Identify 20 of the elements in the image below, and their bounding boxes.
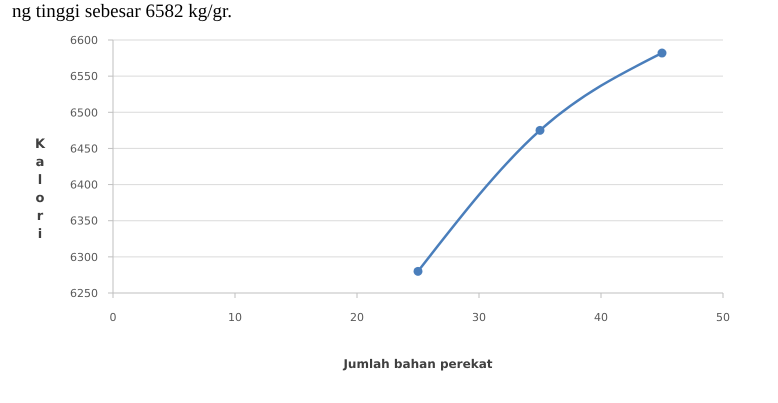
point <box>414 266 422 276</box>
y-tick-label: 6550 <box>70 70 98 84</box>
x-tick-label: 20 <box>350 311 364 324</box>
y-tick-label: 6600 <box>70 34 98 47</box>
y-tick-label: 6500 <box>70 106 98 120</box>
point <box>658 48 666 58</box>
x-tick-label: 40 <box>594 311 608 324</box>
x-tick-label: 30 <box>472 311 486 324</box>
point <box>536 126 544 135</box>
x-tick-label: 50 <box>716 311 730 324</box>
y-tick-label: 6350 <box>70 214 98 228</box>
y-tick-label: 6400 <box>70 178 98 192</box>
y-tick-label: 6300 <box>70 250 98 264</box>
x-axis-title: Jumlah bahan perekat <box>342 357 493 371</box>
y-axis-title: Kalori <box>34 137 46 242</box>
y-tick-label: 6250 <box>70 287 98 300</box>
x-tick-label: 0 <box>110 311 116 324</box>
y-tick-label: 6450 <box>70 142 98 156</box>
x-tick-label: 10 <box>228 311 242 324</box>
text: ng tinggi sebesar 6582 kg/gr. <box>12 1 232 22</box>
